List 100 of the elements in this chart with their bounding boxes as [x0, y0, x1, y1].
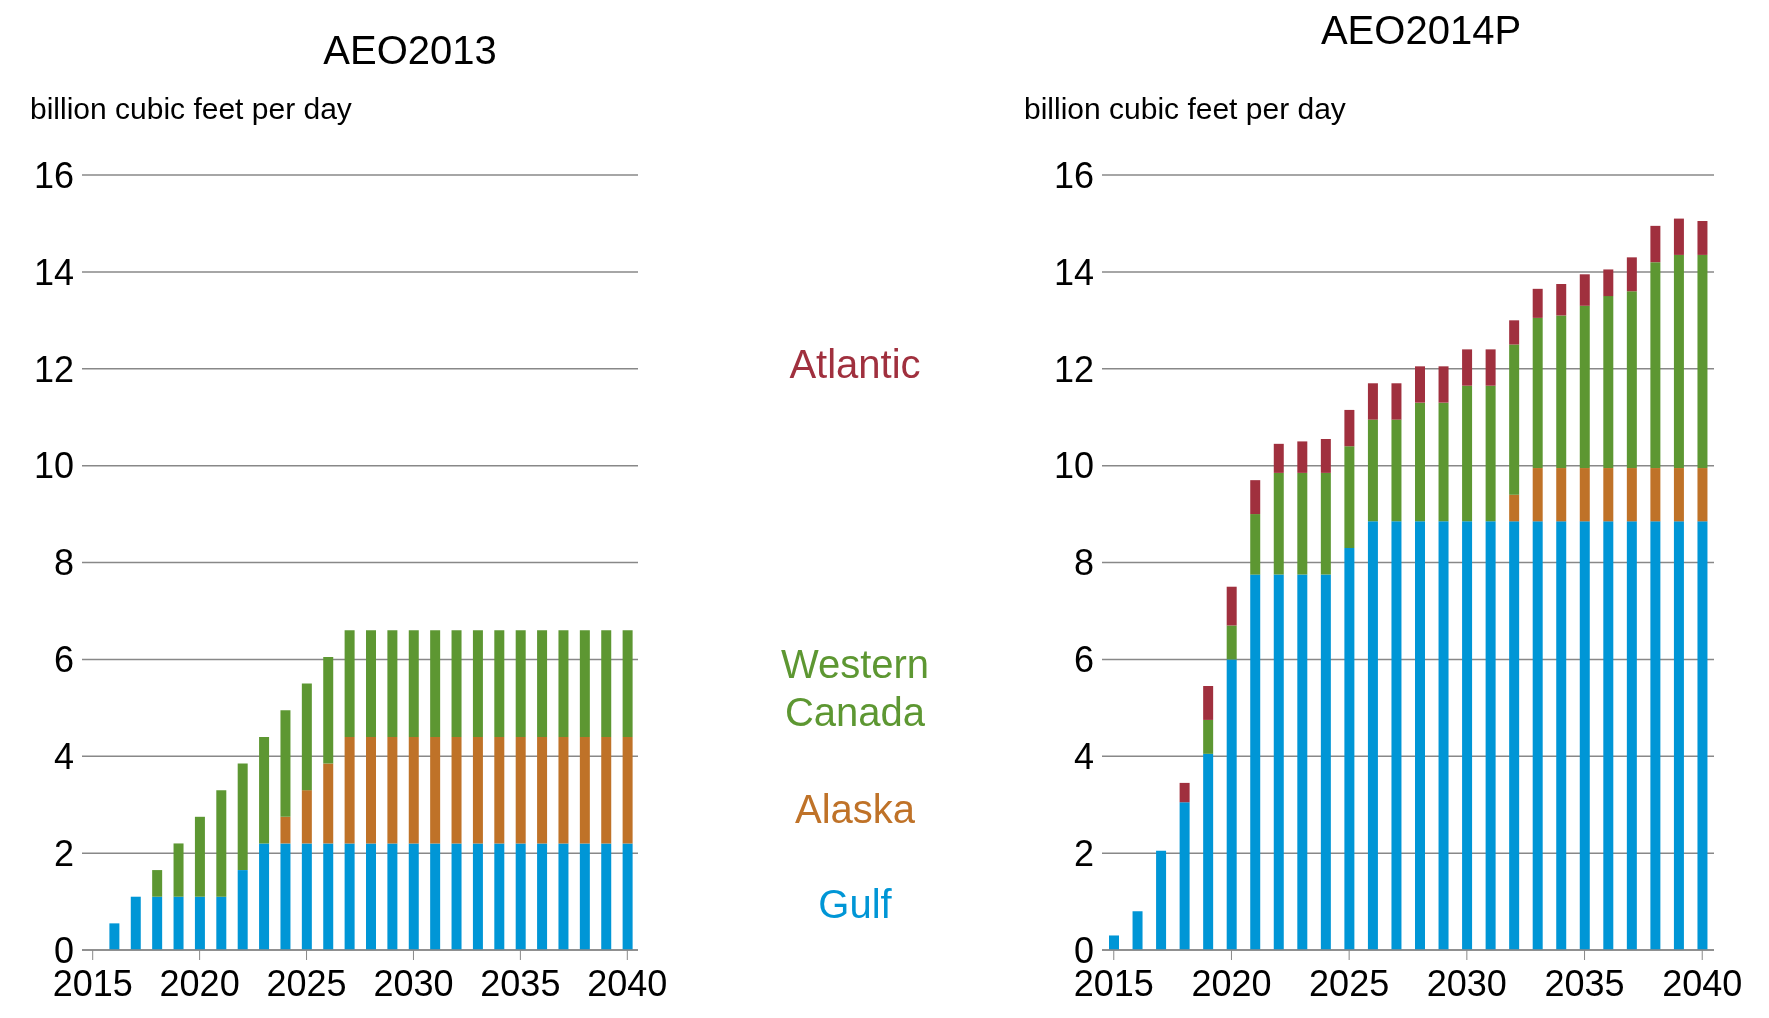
bar — [1297, 441, 1308, 473]
bar — [1485, 521, 1496, 950]
y-tick-label: 6 — [1073, 639, 1094, 681]
bar — [1626, 521, 1637, 950]
bar — [1391, 419, 1402, 522]
bar — [1673, 468, 1684, 522]
bar — [1438, 366, 1449, 403]
bar — [472, 630, 483, 737]
y-tick-label: 2 — [1073, 832, 1094, 874]
bar — [301, 790, 312, 844]
bar — [1650, 521, 1661, 950]
bar — [259, 736, 270, 844]
bar — [173, 843, 184, 897]
bar — [1697, 221, 1708, 255]
chart-title: AEO2014P — [1319, 8, 1523, 53]
y-axis-title: billion cubic feet per day — [30, 92, 352, 126]
bar — [1156, 850, 1167, 950]
bar — [1603, 296, 1614, 469]
bar — [1603, 269, 1614, 297]
y-tick-label: 12 — [1053, 348, 1094, 390]
bar — [1179, 802, 1190, 950]
bar — [601, 630, 612, 737]
bar — [1391, 383, 1402, 420]
bar — [1415, 366, 1425, 403]
y-tick-label: 14 — [1053, 251, 1094, 293]
bar — [1203, 686, 1214, 720]
bar — [387, 736, 398, 844]
bar — [216, 790, 227, 897]
bar — [1367, 419, 1378, 522]
bar — [1462, 521, 1473, 950]
bar — [1650, 262, 1661, 469]
bar — [237, 870, 248, 950]
bar — [1344, 547, 1355, 950]
y-tick-label: 2 — [53, 832, 74, 874]
bar — [130, 896, 141, 950]
bar — [1673, 218, 1684, 255]
bar — [1203, 719, 1214, 754]
x-tick-label: 2035 — [480, 962, 561, 1004]
x-tick-label: 2020 — [1191, 962, 1272, 1004]
bar — [1462, 385, 1473, 522]
bar — [366, 736, 376, 844]
bar — [280, 816, 291, 844]
bar — [515, 736, 526, 844]
bar — [1556, 521, 1567, 950]
bar — [558, 736, 569, 844]
bar — [1556, 283, 1567, 316]
bar — [366, 843, 376, 950]
bar — [1344, 446, 1355, 548]
y-tick-label: 10 — [1053, 445, 1094, 487]
x-tick-label: 2040 — [1662, 962, 1743, 1004]
bar — [1579, 305, 1590, 469]
bar — [537, 630, 548, 737]
bar — [1226, 625, 1237, 660]
bar — [1203, 753, 1214, 950]
bar — [430, 736, 441, 844]
bar — [173, 896, 184, 950]
text: Western Canada — [779, 641, 931, 736]
bar — [494, 843, 505, 950]
bar — [537, 736, 548, 844]
bar — [1344, 409, 1355, 447]
bar — [1626, 468, 1637, 522]
bar — [1626, 291, 1637, 469]
bar — [558, 843, 569, 950]
bar — [430, 843, 441, 950]
bar — [579, 630, 590, 737]
bar — [408, 736, 419, 844]
bar — [344, 843, 355, 950]
bar — [1250, 480, 1261, 515]
bar — [1556, 468, 1567, 522]
y-tick-label: 10 — [33, 445, 74, 487]
bar — [1485, 349, 1496, 386]
bar — [1320, 438, 1331, 473]
bar — [1532, 521, 1543, 950]
bar — [1226, 586, 1237, 626]
bar — [1415, 521, 1425, 950]
bar — [280, 710, 291, 817]
bar — [1250, 574, 1261, 950]
bar — [1132, 911, 1143, 950]
bar — [152, 870, 163, 897]
bar — [387, 843, 398, 950]
bar — [1320, 574, 1331, 950]
bar — [558, 630, 569, 737]
bar — [1438, 521, 1449, 950]
bar — [1391, 521, 1402, 950]
bar — [622, 843, 633, 950]
bar — [152, 896, 163, 950]
bar — [1273, 443, 1284, 473]
y-axis-title: billion cubic feet per day — [1024, 92, 1346, 126]
bar — [1556, 315, 1567, 469]
y-tick-label: 8 — [1073, 542, 1094, 584]
x-tick-label: 2030 — [1426, 962, 1507, 1004]
bar — [1603, 521, 1614, 950]
bar — [1532, 317, 1543, 469]
bar — [1532, 288, 1543, 318]
bar — [451, 843, 462, 950]
bar — [259, 843, 270, 950]
bar — [622, 736, 633, 844]
bar — [1250, 514, 1261, 575]
bar — [1532, 468, 1543, 522]
bar — [1697, 254, 1708, 469]
